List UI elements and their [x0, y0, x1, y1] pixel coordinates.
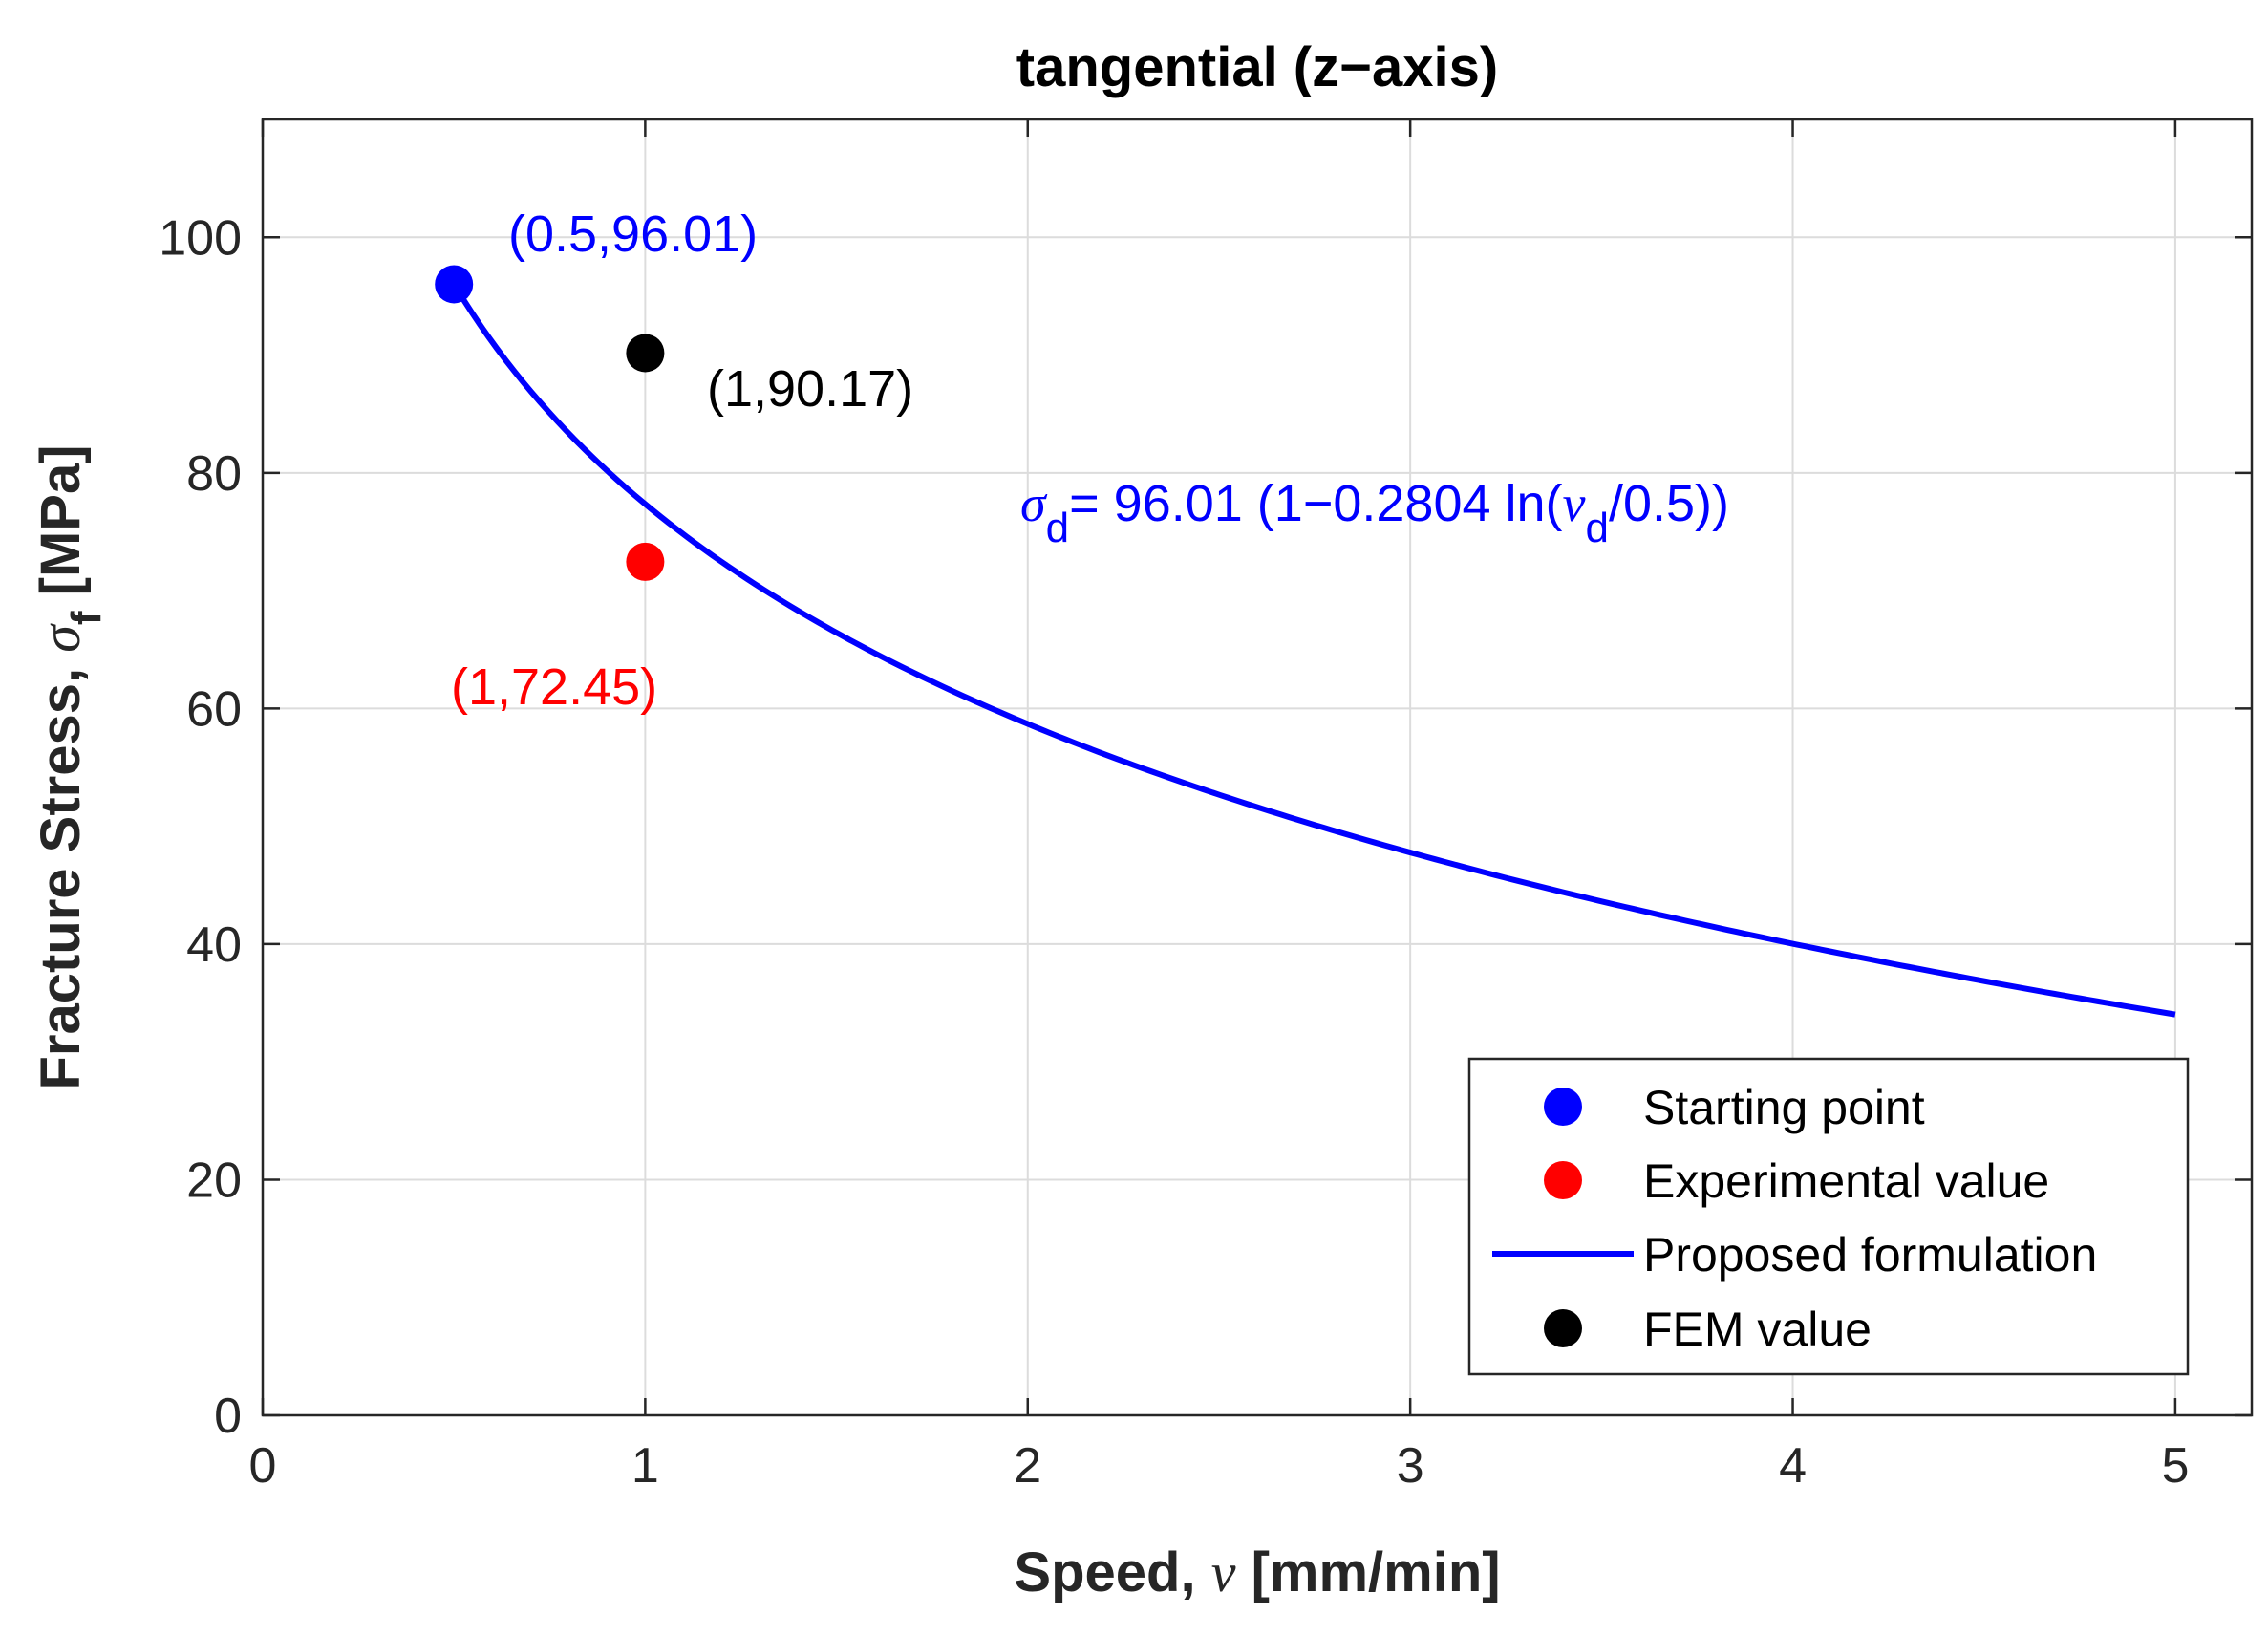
formula-annotation: σd= 96.01 (1−0.2804 ln(νd/0.5))	[1020, 475, 1729, 551]
legend: Starting point Experimental value Propos…	[1467, 1057, 2190, 1376]
y-tick-label: 20	[186, 1152, 242, 1208]
y-axis-label-suffix: [MPa]	[30, 444, 92, 611]
grid	[262, 119, 2252, 1416]
y-tick-label: 100	[159, 210, 242, 266]
formula-nu-sub-d: d	[1586, 505, 1609, 551]
y-axis-label-prefix: Fracture Stress,	[30, 653, 92, 1090]
experimental-value-marker	[626, 542, 665, 581]
chart-title: tangential (z−axis)	[1016, 36, 1498, 98]
y-tick-label: 80	[186, 446, 242, 502]
formula-sigma: σ	[1020, 475, 1048, 532]
x-tick-label: 5	[2161, 1438, 2189, 1494]
formula-middle: = 96.01 (1−0.2804 ln(	[1069, 475, 1562, 532]
legend-marker-experimental-value	[1544, 1161, 1582, 1199]
start-point-label: (0.5,96.01)	[508, 205, 758, 263]
y-tick-label: 60	[186, 681, 242, 737]
starting-point-marker	[435, 265, 474, 304]
formula-end: /0.5))	[1609, 475, 1729, 532]
x-axis-label-suffix: [mm/min]	[1235, 1541, 1500, 1604]
y-axis-label: Fracture Stress, σf [MPa]	[30, 444, 110, 1089]
x-tick-label: 0	[249, 1438, 277, 1494]
y-tick-label: 0	[214, 1389, 242, 1444]
fem-point-label: (1,90.17)	[707, 360, 913, 418]
y-tick-label: 40	[186, 917, 242, 973]
formula-sub-d: d	[1046, 505, 1069, 551]
experimental-point-label: (1,72.45)	[451, 658, 657, 716]
legend-box	[1467, 1057, 2190, 1376]
proposed-formulation-line	[451, 282, 2176, 1018]
y-axis-label-symbol: σ	[30, 623, 92, 653]
x-axis-label: Speed, ν [mm/min]	[1014, 1541, 1500, 1604]
plot-frame	[261, 118, 2254, 1417]
formula-nu: ν	[1563, 475, 1586, 532]
legend-label-fem-value: FEM value	[1643, 1303, 1872, 1356]
legend-label-experimental-value: Experimental value	[1643, 1154, 2049, 1208]
fem-value-marker	[626, 334, 665, 373]
legend-marker-fem-value	[1544, 1309, 1582, 1347]
legend-marker-starting-point	[1544, 1088, 1582, 1126]
x-tick-label: 4	[1779, 1438, 1807, 1494]
x-tick-label: 3	[1397, 1438, 1424, 1494]
x-tick-label: 1	[631, 1438, 659, 1494]
legend-label-proposed-formulation: Proposed formulation	[1643, 1228, 2097, 1282]
x-axis-label-symbol: ν	[1211, 1541, 1236, 1604]
x-tick-label: 2	[1014, 1438, 1041, 1494]
legend-label-starting-point: Starting point	[1643, 1081, 1925, 1134]
x-axis-label-prefix: Speed,	[1014, 1541, 1210, 1604]
axis-ticks: 0 1 2 3 4 5 0 20 40 60 80 100	[159, 119, 2252, 1494]
y-axis-label-subscript: f	[63, 611, 110, 625]
